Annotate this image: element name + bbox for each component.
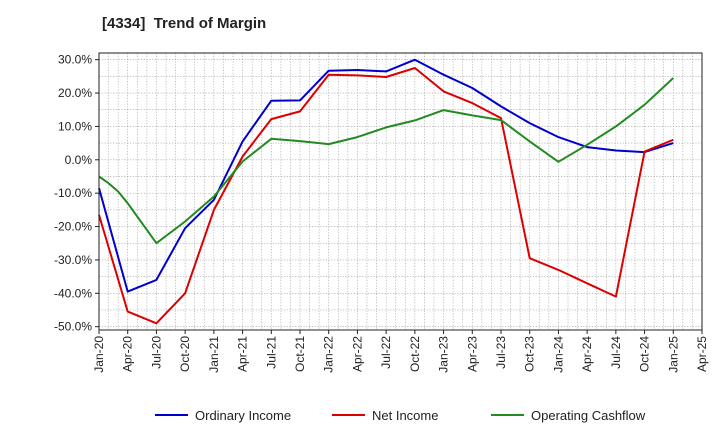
x-tick-label: Jan-23 (437, 336, 451, 373)
x-axis-ticks: Jan-20 Apr-20 Jul-20 Oct-20 Jan-21 Apr-21 Jul-… (92, 330, 709, 373)
x-tick-label: Jan-20 (92, 336, 106, 373)
y-tick-label: 30.0% (58, 53, 92, 67)
x-tick-label: Oct-23 (523, 336, 537, 372)
y-tick-label: -20.0% (54, 220, 92, 234)
x-tick-label: Apr-25 (695, 336, 709, 372)
x-tick-label: Jul-22 (379, 336, 393, 369)
legend-label-net-income: Net Income (372, 408, 438, 423)
x-tick-label: Oct-24 (638, 336, 652, 372)
y-tick-label: -50.0% (54, 320, 92, 334)
x-tick-label: Apr-21 (236, 336, 250, 372)
chart-title: [4334] Trend of Margin (102, 15, 267, 32)
x-tick-label: Oct-21 (293, 336, 307, 372)
legend-label-operating-cashflow: Operating Cashflow (531, 408, 646, 423)
y-tick-label: 20.0% (58, 86, 92, 100)
series-line-ordinary-income (98, 58, 674, 293)
x-tick-label: Jul-23 (494, 336, 508, 369)
x-tick-label: Apr-20 (121, 336, 135, 372)
y-tick-label: -30.0% (54, 253, 92, 267)
x-tick-label: Oct-22 (408, 336, 422, 372)
y-tick-label: 10.0% (58, 119, 92, 133)
x-tick-label: Apr-22 (350, 336, 364, 372)
x-tick-label: Apr-23 (465, 336, 479, 372)
x-tick-label: Jan-25 (666, 336, 680, 373)
legend: Ordinary Income Net Income Operating Cashf… (155, 408, 646, 423)
legend-label-ordinary-income: Ordinary Income (195, 408, 291, 423)
series-line-net-income (98, 67, 674, 325)
x-tick-label: Jan-21 (207, 336, 221, 373)
x-tick-label: Jul-20 (149, 336, 163, 369)
grid-lines (99, 53, 702, 330)
x-tick-label: Jul-21 (264, 336, 278, 369)
series-lines (98, 58, 674, 325)
x-tick-label: Jul-24 (609, 336, 623, 369)
y-axis-ticks: 30.0% 20.0% 10.0% 0.0% -10.0% -20.0% -30.0% -40… (54, 53, 99, 334)
series-line-operating-cashflow (98, 77, 674, 245)
x-tick-label: Jan-24 (551, 336, 565, 373)
y-tick-label: 0.0% (65, 153, 93, 167)
y-tick-label: -10.0% (54, 186, 92, 200)
y-tick-label: -40.0% (54, 286, 92, 300)
x-tick-label: Apr-24 (580, 336, 594, 372)
plot-frame (98, 52, 703, 331)
x-tick-label: Oct-20 (178, 336, 192, 372)
x-tick-label: Jan-22 (322, 336, 336, 373)
